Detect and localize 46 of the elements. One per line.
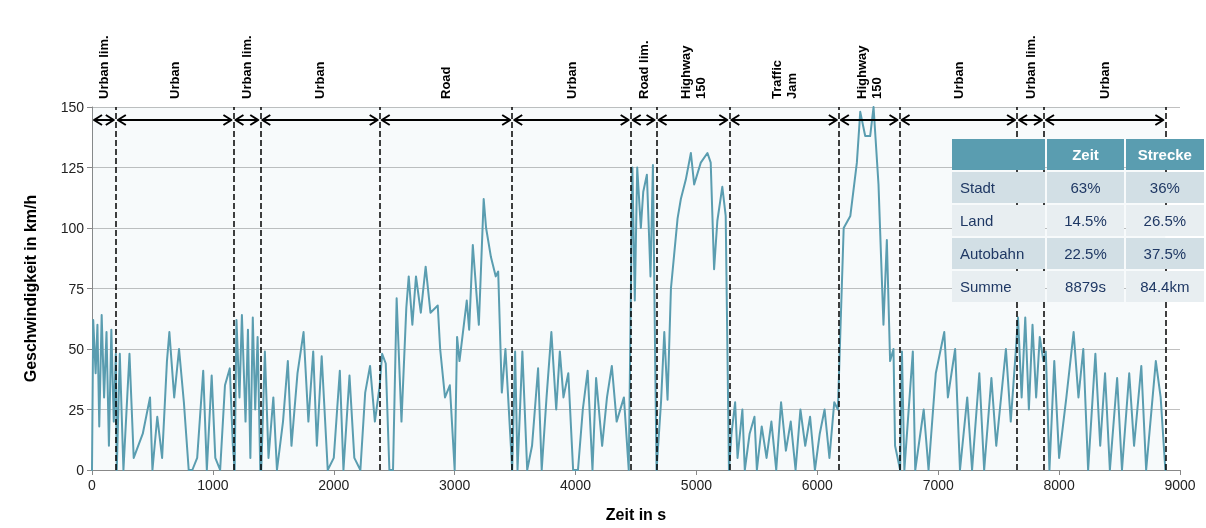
category-label: Summe	[960, 278, 1012, 295]
category-label: Strecke	[1125, 139, 1204, 170]
band-label: Urban	[950, 61, 966, 99]
y-tick-label: 25	[68, 401, 85, 418]
x-axis-title: Zeit in s	[605, 505, 667, 523]
x-tick-label: 7000	[922, 477, 954, 493]
x-tick-label: 0	[88, 477, 97, 493]
text: 26.5%	[1143, 212, 1187, 229]
band-label: Traffic Jam	[769, 59, 800, 99]
y-tick-label: 125	[60, 159, 85, 176]
text: 22.5%	[1064, 245, 1107, 262]
band-label: Urban	[167, 61, 183, 99]
band-label: Road lim.	[636, 40, 652, 99]
band-label: Urban	[312, 61, 328, 99]
x-tick-label: 8000	[1043, 477, 1075, 493]
band-label: Road	[438, 66, 454, 99]
y-axis-title: Geschwindigkeit in km/h	[21, 194, 39, 383]
text: 8879s	[1065, 278, 1106, 295]
y-tick-label: 50	[68, 341, 85, 357]
x-tick-label: 6000	[801, 477, 834, 493]
y-tick-label: 0	[76, 462, 85, 478]
band-label: Urban lim.	[239, 35, 255, 99]
category-label: Autobahn	[960, 245, 1025, 262]
category-label: Stadt	[960, 179, 996, 196]
y-tick-label: 75	[68, 280, 85, 297]
x-tick-label: 4000	[559, 477, 592, 493]
y-tick-label: 150	[60, 99, 85, 115]
text: 84.4km	[1140, 278, 1190, 295]
band-label: Urban	[563, 61, 579, 99]
x-tick-label: 1000	[197, 477, 229, 493]
band-label: Highway 150	[677, 44, 708, 99]
x-tick-label: 3000	[439, 477, 471, 493]
band-label: Urban	[1097, 61, 1113, 99]
x-tick-label: 9000	[1164, 477, 1196, 493]
band-label: Urban lim.	[1023, 35, 1039, 99]
band-label: Urban lim.	[96, 35, 112, 99]
x-tick-label: 2000	[318, 477, 350, 493]
text: 37.5%	[1143, 245, 1187, 262]
x-tick-label: 5000	[680, 477, 713, 493]
text: 14.5%	[1064, 212, 1107, 229]
band-label: Highway 150	[854, 44, 885, 99]
y-tick-label: 100	[60, 220, 85, 236]
text: 36%	[1149, 179, 1180, 196]
category-label: Zeit	[1047, 139, 1124, 170]
text: 63%	[1070, 179, 1101, 196]
category-label: Land	[960, 212, 994, 229]
